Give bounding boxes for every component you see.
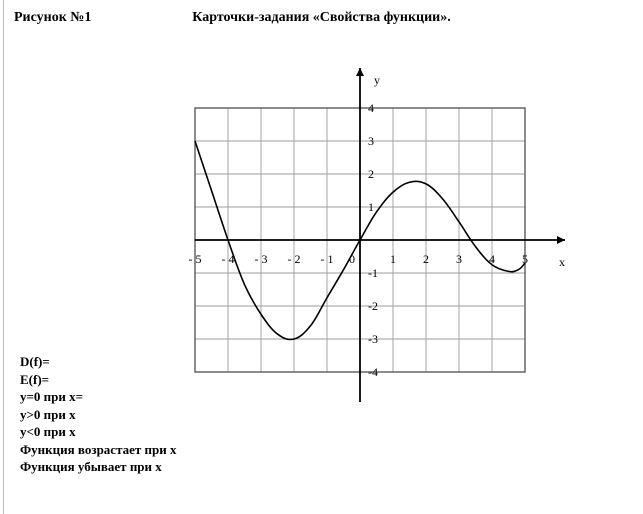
svg-text:y: y: [374, 73, 380, 87]
question-line: Функция возрастает при x: [20, 441, 176, 459]
svg-text:- 3: - 3: [255, 252, 268, 266]
question-line: y<0 при x: [20, 423, 176, 441]
svg-text:3: 3: [456, 252, 462, 266]
svg-text:-2: -2: [368, 299, 378, 313]
page-title: Карточки-задания «Свойства функции».: [0, 10, 643, 26]
function-chart: - 5- 4- 3- 2- 1123450-4-3-2-11234yx: [120, 60, 600, 420]
margin-line: [3, 0, 4, 514]
svg-text:-1: -1: [368, 266, 378, 280]
svg-text:- 5: - 5: [189, 252, 202, 266]
svg-text:- 1: - 1: [321, 252, 334, 266]
question-line: D(f)=: [20, 353, 176, 371]
page: Рисунок №1 Карточки-задания «Свойства фу…: [0, 0, 643, 514]
svg-text:1: 1: [390, 252, 396, 266]
question-line: E(f)=: [20, 371, 176, 389]
question-line: y>0 при x: [20, 406, 176, 424]
question-line: Функция убывает при x: [20, 458, 176, 476]
chart-svg: - 5- 4- 3- 2- 1123450-4-3-2-11234yx: [120, 60, 600, 420]
svg-text:4: 4: [368, 101, 374, 115]
svg-text:2: 2: [423, 252, 429, 266]
svg-text:3: 3: [368, 134, 374, 148]
question-list: D(f)=E(f)=y=0 при x=y>0 при xy<0 при xФу…: [20, 353, 176, 476]
question-line: y=0 при x=: [20, 388, 176, 406]
svg-text:-3: -3: [368, 332, 378, 346]
svg-text:-4: -4: [368, 365, 378, 379]
svg-text:x: x: [559, 255, 565, 269]
svg-text:- 2: - 2: [288, 252, 301, 266]
svg-text:2: 2: [368, 167, 374, 181]
svg-text:1: 1: [368, 200, 374, 214]
